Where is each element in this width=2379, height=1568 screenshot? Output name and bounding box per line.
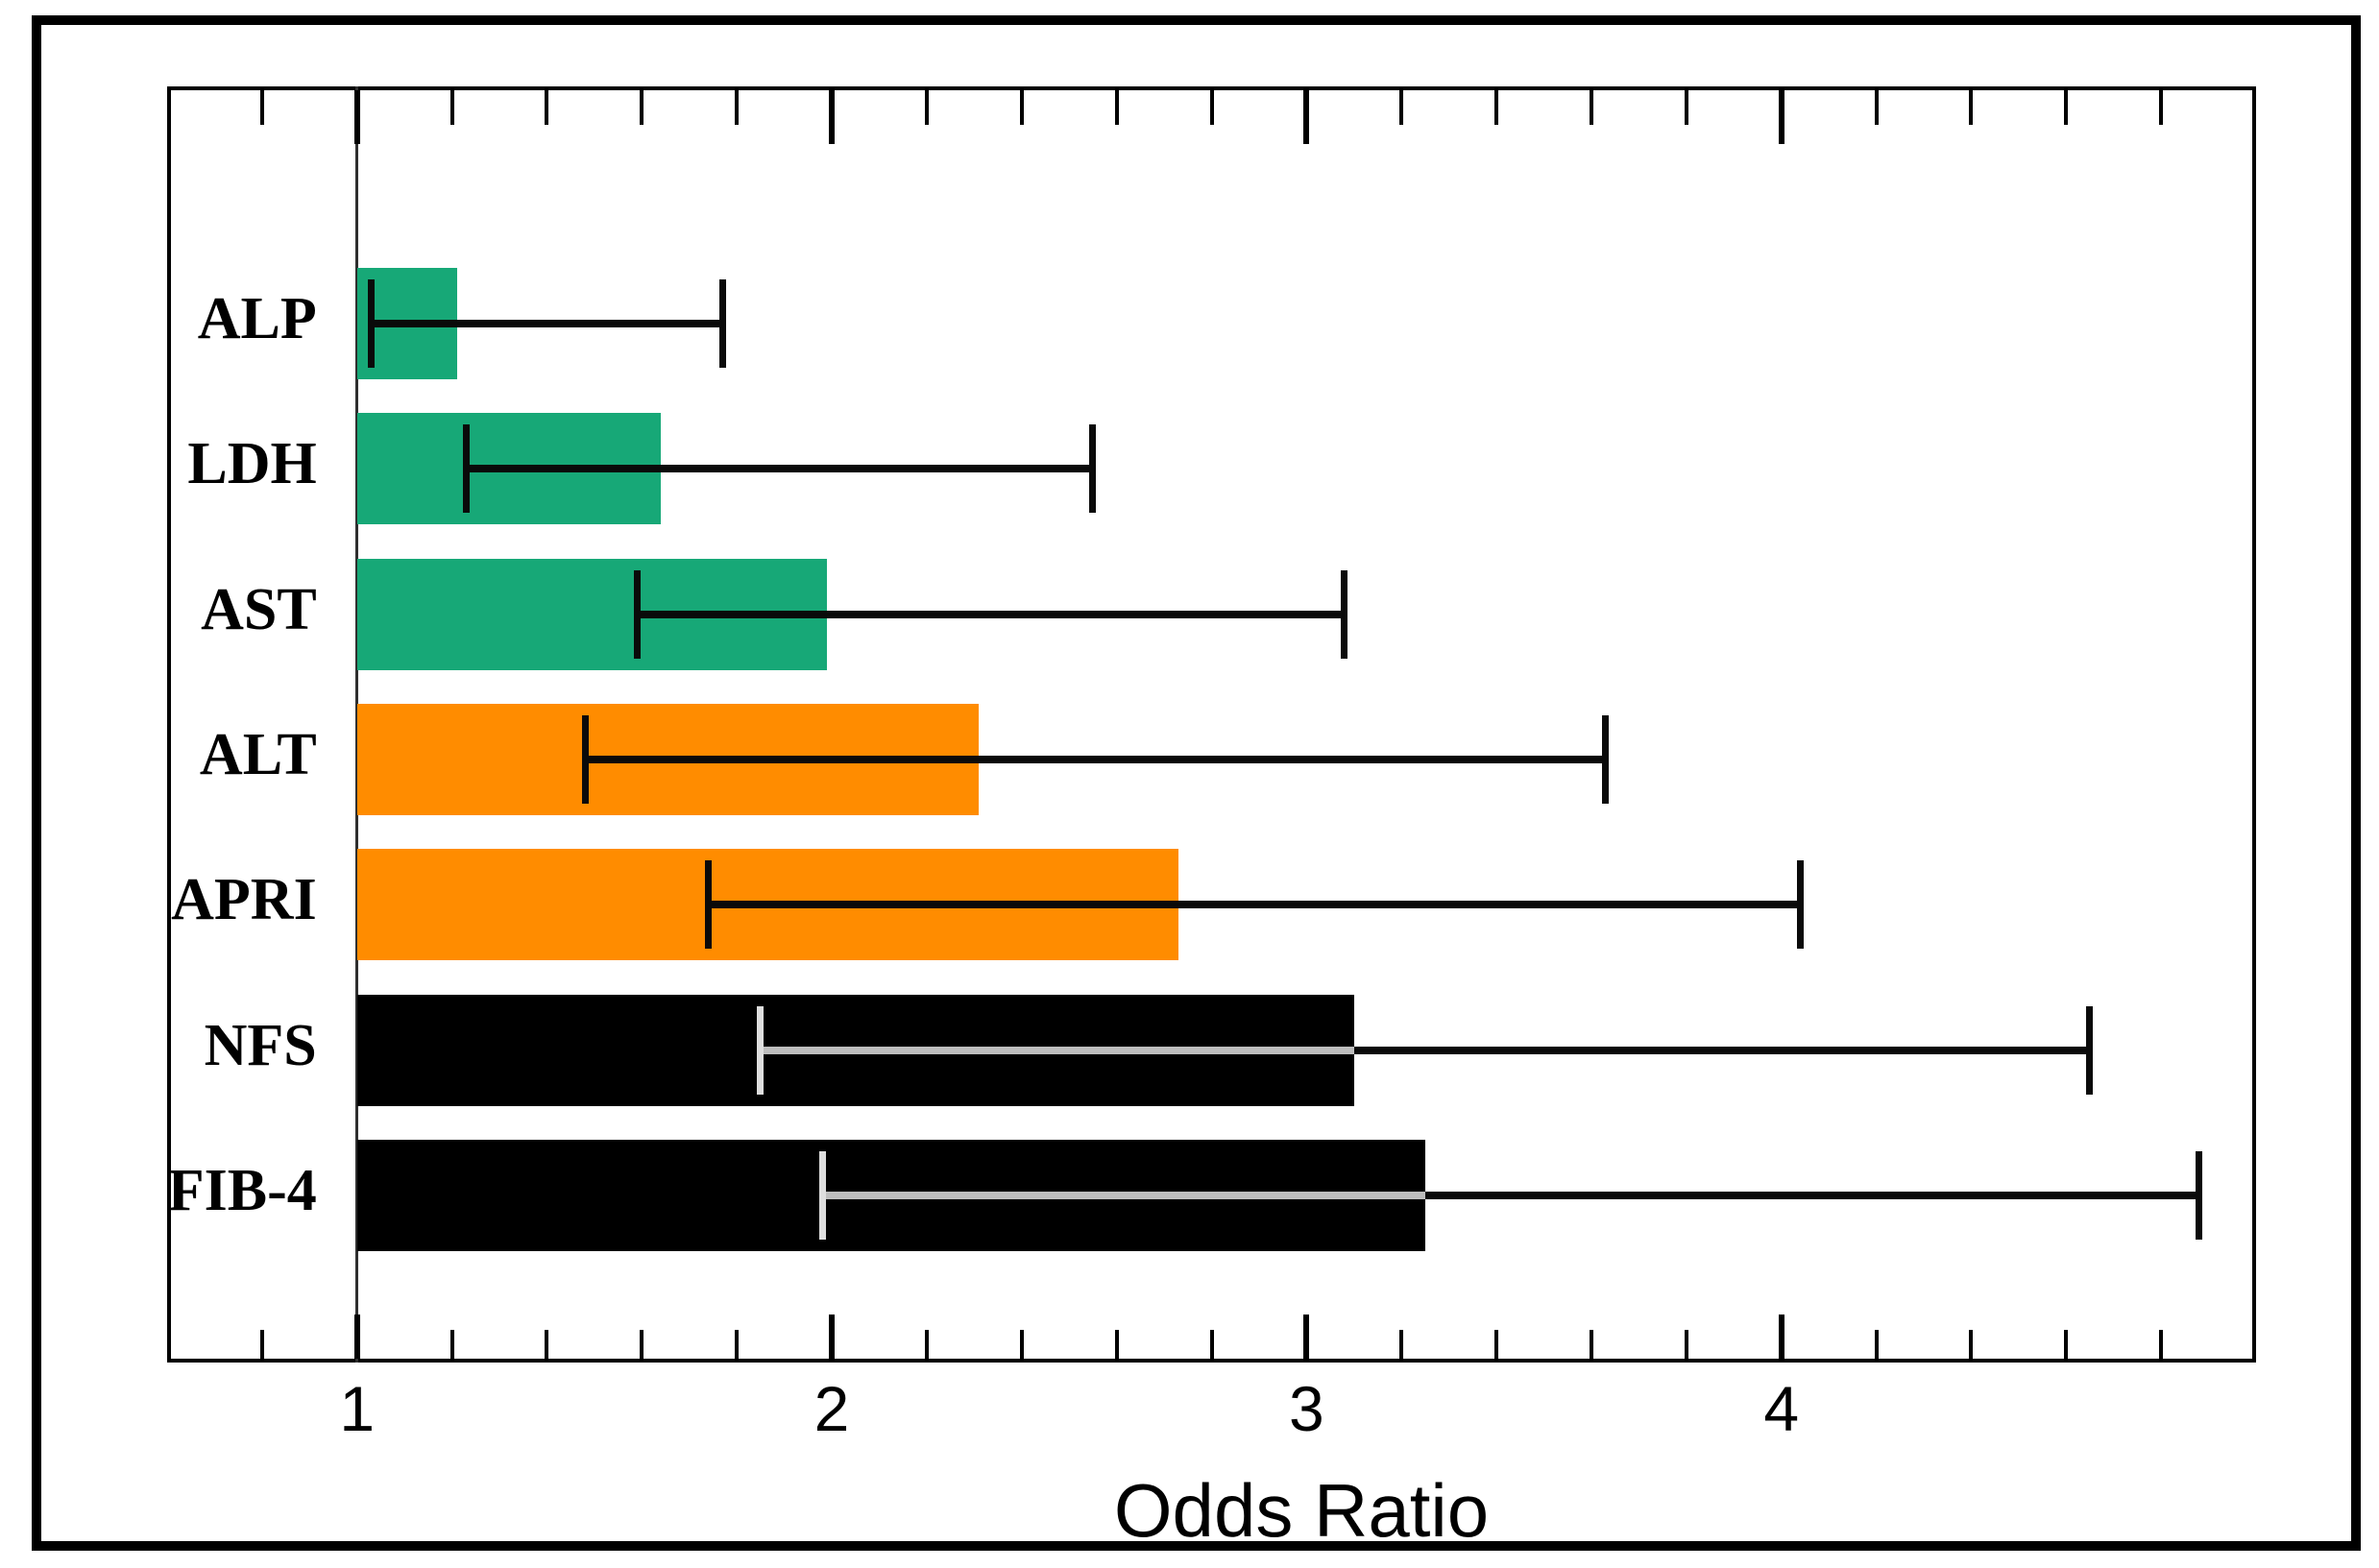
x-tick-major-bottom: [353, 1315, 360, 1359]
category-label: LDH: [187, 431, 317, 497]
x-tick-minor-top: [1019, 90, 1024, 125]
x-tick-minor-top: [545, 90, 549, 125]
category-label: NFS: [204, 1012, 317, 1078]
x-tick-minor-bottom: [545, 1330, 549, 1359]
error-cap-low: [581, 714, 589, 804]
x-tick-minor-bottom: [1684, 1330, 1688, 1359]
error-line: [1353, 1046, 2090, 1054]
error-cap-low: [757, 1005, 765, 1095]
x-tick-minor-top: [735, 90, 740, 125]
error-line: [1424, 1191, 2199, 1199]
error-cap-low: [818, 1150, 826, 1240]
x-tick-minor-bottom: [2064, 1330, 2069, 1359]
x-tick-minor-top: [1494, 90, 1499, 125]
x-tick-label: 3: [1289, 1373, 1324, 1444]
x-tick-minor-top: [1589, 90, 1593, 125]
x-tick-minor-top: [259, 90, 264, 125]
error-cap-high: [1089, 424, 1097, 514]
x-tick-minor-bottom: [449, 1330, 454, 1359]
error-cap-high: [1796, 860, 1804, 950]
error-line: [371, 320, 723, 327]
category-label: APRI: [171, 867, 317, 933]
x-tick-label: 2: [813, 1373, 850, 1444]
x-tick-minor-top: [1114, 90, 1119, 125]
x-tick-minor-top: [2064, 90, 2069, 125]
x-axis-title: Odds Ratio: [1113, 1468, 1490, 1553]
x-tick-minor-top: [449, 90, 454, 125]
x-tick-major-bottom: [829, 1315, 836, 1359]
x-tick-major-top: [829, 90, 836, 144]
figure-border: [32, 15, 2361, 1551]
error-line: [585, 755, 1606, 763]
x-tick-minor-top: [1684, 90, 1688, 125]
error-line: [637, 610, 1345, 618]
x-tick-minor-top: [1399, 90, 1404, 125]
error-cap-high: [1602, 714, 1610, 804]
error-line: [466, 465, 1093, 473]
x-tick-minor-top: [640, 90, 644, 125]
category-label: AST: [201, 576, 317, 642]
x-tick-minor-bottom: [1874, 1330, 1879, 1359]
category-label: ALP: [197, 286, 317, 351]
x-tick-minor-bottom: [1589, 1330, 1593, 1359]
error-cap-high: [2196, 1150, 2203, 1240]
x-tick-minor-top: [924, 90, 929, 125]
x-tick-minor-top: [1969, 90, 1974, 125]
x-tick-minor-bottom: [1114, 1330, 1119, 1359]
reference-line: [354, 86, 358, 1363]
error-cap-low: [462, 424, 470, 514]
x-tick-minor-bottom: [2159, 1330, 2164, 1359]
error-line-inner: [822, 1191, 1425, 1199]
x-tick-minor-bottom: [1969, 1330, 1974, 1359]
x-tick-minor-bottom: [1209, 1330, 1214, 1359]
plot-area-border: [167, 86, 2256, 1363]
x-tick-major-top: [353, 90, 360, 144]
x-tick-major-bottom: [1303, 1315, 1310, 1359]
x-tick-label: 1: [339, 1373, 376, 1444]
category-label: ALT: [199, 721, 317, 787]
x-tick-minor-top: [1209, 90, 1214, 125]
x-tick-major-top: [1778, 90, 1784, 144]
x-tick-minor-bottom: [640, 1330, 644, 1359]
x-tick-minor-top: [2159, 90, 2164, 125]
error-cap-high: [1341, 569, 1348, 659]
error-cap-low: [705, 860, 713, 950]
error-line: [708, 901, 1801, 909]
error-line-inner: [760, 1046, 1354, 1054]
x-tick-minor-top: [1874, 90, 1879, 125]
x-tick-label: 4: [1763, 1373, 1800, 1444]
x-tick-minor-bottom: [924, 1330, 929, 1359]
error-cap-low: [633, 569, 641, 659]
x-tick-minor-bottom: [1399, 1330, 1404, 1359]
x-tick-major-bottom: [1778, 1315, 1784, 1359]
error-cap-high: [718, 279, 726, 368]
x-tick-major-top: [1303, 90, 1310, 144]
x-tick-minor-bottom: [259, 1330, 264, 1359]
x-tick-minor-bottom: [1019, 1330, 1024, 1359]
error-cap-high: [2086, 1005, 2094, 1095]
x-tick-minor-bottom: [1494, 1330, 1499, 1359]
category-label: FIB-4: [167, 1157, 317, 1223]
error-cap-low: [368, 279, 376, 368]
x-tick-minor-bottom: [735, 1330, 740, 1359]
